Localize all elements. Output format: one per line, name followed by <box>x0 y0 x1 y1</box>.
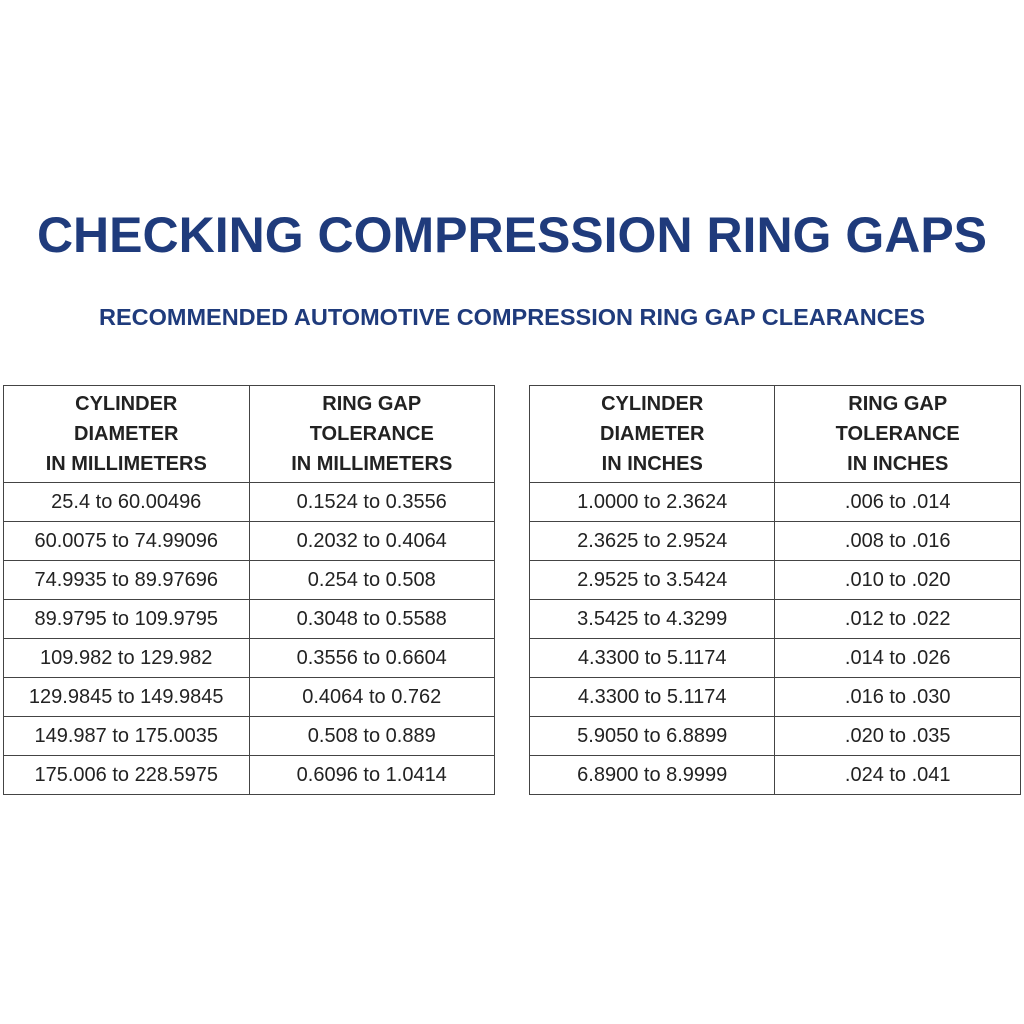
column-header-line: IN MILLIMETERS <box>291 453 453 475</box>
ring-gap-cell: .014 to .026 <box>774 638 1021 678</box>
cylinder-diameter-cell: 4.3300 to 5.1174 <box>528 677 776 717</box>
table-row: 149.987 to 175.0035 0.508 to 0.889 <box>3 716 495 756</box>
ring-gap-cell: 0.3556 to 0.6604 <box>248 638 495 678</box>
column-header-line: DIAMETER <box>74 423 179 445</box>
page-subtitle: RECOMMENDED AUTOMOTIVE COMPRESSION RING … <box>98 304 926 330</box>
cylinder-diameter-cell: 129.9845 to 149.9845 <box>3 677 250 717</box>
column-header: RING GAP TOLERANCE IN MILLIMETERS <box>248 385 495 483</box>
column-header-line: IN MILLIMETERS <box>45 453 207 475</box>
cylinder-diameter-cell: 3.5425 to 4.3299 <box>528 599 776 639</box>
table-row: 89.9795 to 109.9795 0.3048 to 0.5588 <box>3 599 495 639</box>
table-row: 6.8900 to 8.9999.024 to .041 <box>528 755 1021 795</box>
table-row: 175.006 to 228.5975 0.6096 to 1.0414 <box>3 755 495 795</box>
table-row: 74.9935 to 89.97696 0.254 to 0.508 <box>3 560 495 600</box>
column-header-line: DIAMETER <box>600 423 705 445</box>
ring-gap-cell: .024 to .041 <box>774 755 1021 795</box>
cylinder-diameter-cell: 175.006 to 228.5975 <box>3 755 250 795</box>
cylinder-diameter-cell: 149.987 to 175.0035 <box>3 716 250 756</box>
header-row: CYLINDER DIAMETER IN INCHES RING GAP TOLERAN… <box>528 385 1021 483</box>
cylinder-diameter-cell: 6.8900 to 8.9999 <box>528 755 776 795</box>
column-header: CYLINDER DIAMETER IN MILLIMETERS <box>3 385 250 483</box>
column-header-line: TOLERANCE <box>835 423 960 445</box>
column-header: RING GAP TOLERANCE IN INCHES <box>774 385 1021 483</box>
ring-gap-cell: 0.1524 to 0.3556 <box>248 482 495 522</box>
cylinder-diameter-cell: 5.9050 to 6.8899 <box>528 716 776 756</box>
table-row: 109.982 to 129.982 0.3556 to 0.6604 <box>3 638 495 678</box>
ring-gap-cell: 0.508 to 0.889 <box>248 716 495 756</box>
table-row: 4.3300 to 5.1174.014 to .026 <box>528 638 1021 678</box>
table-row: 1.0000 to 2.3624.006 to .014 <box>528 482 1021 522</box>
ring-gap-cell: .016 to .030 <box>774 677 1021 717</box>
cylinder-diameter-cell: 4.3300 to 5.1174 <box>528 638 776 678</box>
cylinder-diameter-cell: 1.0000 to 2.3624 <box>528 482 776 522</box>
header-row: CYLINDER DIAMETER IN MILLIMETERS RING GAP TO… <box>3 385 495 483</box>
column-header: CYLINDER DIAMETER IN INCHES <box>528 385 776 483</box>
column-header-line: CYLINDER <box>601 393 704 415</box>
ring-gap-cell: .020 to .035 <box>774 716 1021 756</box>
table-row: 25.4 to 60.00496 0.1524 to 0.3556 <box>3 482 495 522</box>
column-header-line: TOLERANCE <box>309 423 434 445</box>
column-header-line: RING GAP <box>848 393 948 415</box>
metric-table: CYLINDER DIAMETER IN MILLIMETERS RING GAP TO… <box>3 385 495 795</box>
ring-gap-cell: 0.254 to 0.508 <box>248 560 495 600</box>
table-row: 60.0075 to 74.99096 0.2032 to 0.4064 <box>3 521 495 561</box>
ring-gap-cell: .006 to .014 <box>774 482 1021 522</box>
column-header-line: CYLINDER <box>75 393 178 415</box>
column-header-line: IN INCHES <box>601 453 703 475</box>
cylinder-diameter-cell: 74.9935 to 89.97696 <box>3 560 250 600</box>
ring-gap-cell: .010 to .020 <box>774 560 1021 600</box>
column-header-line: IN INCHES <box>847 453 949 475</box>
cylinder-diameter-cell: 89.9795 to 109.9795 <box>3 599 250 639</box>
table-row: 5.9050 to 6.8899.020 to .035 <box>528 716 1021 756</box>
cylinder-diameter-cell: 25.4 to 60.00496 <box>3 482 250 522</box>
table-row: 3.5425 to 4.3299.012 to .022 <box>528 599 1021 639</box>
cylinder-diameter-cell: 60.0075 to 74.99096 <box>3 521 250 561</box>
table-row: 2.3625 to 2.9524.008 to .016 <box>528 521 1021 561</box>
cylinder-diameter-cell: 2.9525 to 3.5424 <box>528 560 776 600</box>
ring-gap-cell: .008 to .016 <box>774 521 1021 561</box>
cylinder-diameter-cell: 2.3625 to 2.9524 <box>528 521 776 561</box>
ring-gap-cell: 0.2032 to 0.4064 <box>248 521 495 561</box>
ring-gap-cell: 0.6096 to 1.0414 <box>248 755 495 795</box>
table-row: 2.9525 to 3.5424.010 to .020 <box>528 560 1021 600</box>
ring-gap-cell: .012 to .022 <box>774 599 1021 639</box>
cylinder-diameter-cell: 109.982 to 129.982 <box>3 638 250 678</box>
ring-gap-cell: 0.3048 to 0.5588 <box>248 599 495 639</box>
table-row: 4.3300 to 5.1174.016 to .030 <box>528 677 1021 717</box>
page-title: CHECKING COMPRESSION RING GAPS <box>36 207 988 263</box>
column-header-line: RING GAP <box>322 393 422 415</box>
inch-table: CYLINDER DIAMETER IN INCHES RING GAP TOLERAN… <box>528 385 1021 795</box>
table-row: 129.9845 to 149.9845 0.4064 to 0.762 <box>3 677 495 717</box>
ring-gap-cell: 0.4064 to 0.762 <box>248 677 495 717</box>
